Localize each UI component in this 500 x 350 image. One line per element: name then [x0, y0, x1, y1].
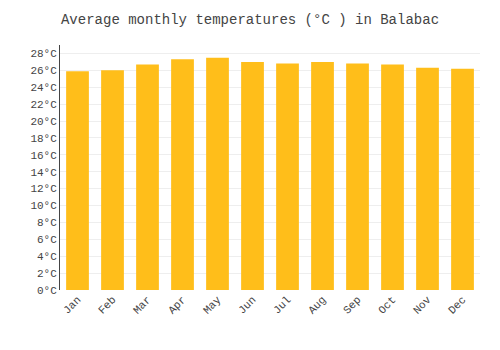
svg-text:Mar: Mar [131, 294, 153, 316]
svg-text:22°C: 22°C [30, 99, 57, 111]
svg-text:Apr: Apr [166, 294, 188, 316]
svg-text:Nov: Nov [411, 294, 434, 317]
svg-text:Aug: Aug [306, 294, 328, 316]
svg-text:May: May [201, 294, 224, 317]
svg-text:8°C: 8°C [37, 217, 57, 229]
svg-text:Sep: Sep [341, 294, 363, 316]
svg-text:Jul: Jul [271, 294, 293, 316]
svg-text:0°C: 0°C [37, 285, 57, 297]
svg-text:Dec: Dec [446, 294, 468, 316]
svg-text:24°C: 24°C [30, 82, 57, 94]
svg-text:10°C: 10°C [30, 200, 57, 212]
svg-text:Jan: Jan [61, 294, 83, 316]
svg-text:14°C: 14°C [30, 167, 57, 179]
svg-text:18°C: 18°C [30, 133, 57, 145]
svg-text:2°C: 2°C [37, 268, 57, 280]
svg-text:16°C: 16°C [30, 150, 57, 162]
svg-text:20°C: 20°C [30, 116, 57, 128]
svg-text:26°C: 26°C [30, 65, 57, 77]
svg-text:28°C: 28°C [30, 48, 57, 60]
svg-text:12°C: 12°C [30, 183, 57, 195]
svg-text:Average monthly temperatures (: Average monthly temperatures (°C ) in Ba… [61, 12, 439, 28]
svg-text:4°C: 4°C [37, 251, 57, 263]
svg-text:6°C: 6°C [37, 234, 57, 246]
svg-text:Feb: Feb [96, 294, 118, 316]
svg-text:Jun: Jun [236, 294, 258, 316]
svg-text:Oct: Oct [376, 294, 398, 316]
